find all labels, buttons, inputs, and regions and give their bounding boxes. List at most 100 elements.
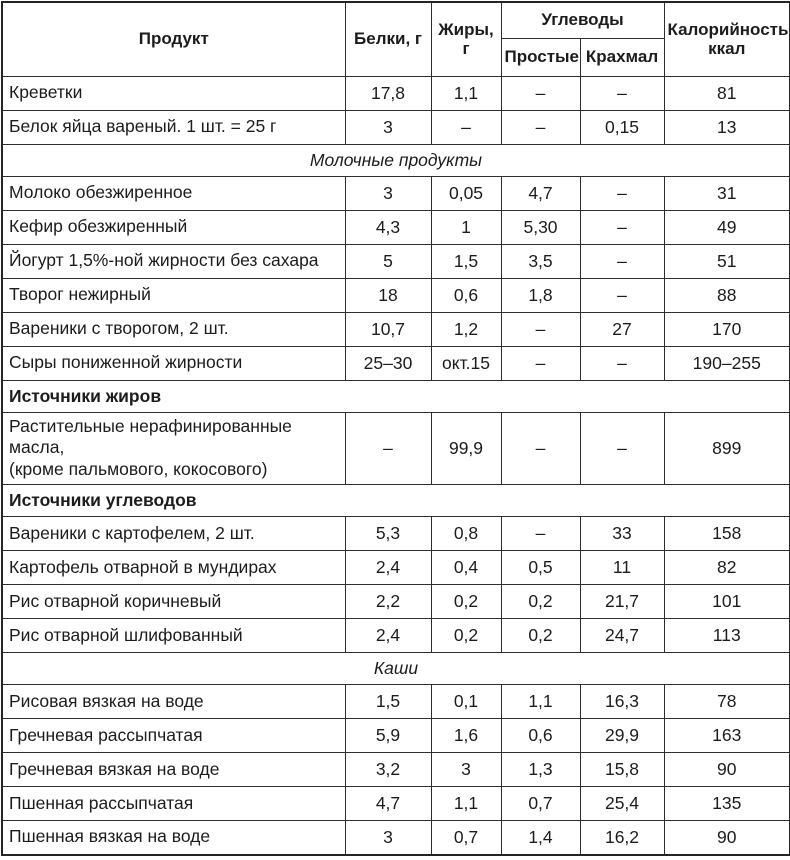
table-row: Молоко обезжиренное 3 0,05 4,7–31 <box>1 175 790 211</box>
value-cell: – <box>579 175 665 211</box>
value-cell: 2,4 <box>344 550 432 586</box>
value-cell: 135 <box>663 786 790 822</box>
product-cell: Рисовая вязкая на воде <box>1 684 346 720</box>
value-cell: 0,8 <box>430 516 502 552</box>
value-cell: 25,4 <box>579 786 665 822</box>
value-cell: 90 <box>663 820 790 856</box>
value-cell: – <box>500 411 581 486</box>
table-row: Гречневая вязкая на воде 3,2 3 1,3 15,8 90 <box>1 752 790 788</box>
value-cell: 3,5 <box>500 243 581 279</box>
table-row: Вареники с творогом, 2 шт. 10,7 1,2–27 170 <box>1 311 790 347</box>
product-cell: Йогурт 1,5%-ной жирности без сахара <box>1 243 346 279</box>
value-cell: 29,9 <box>579 718 665 754</box>
product-cell: Кефир обезжиренный <box>1 209 346 245</box>
value-cell: 0,6 <box>500 718 581 754</box>
value-cell: 899 <box>663 411 790 486</box>
section-label: Каши <box>1 652 790 686</box>
value-cell: 1,1 <box>430 75 502 111</box>
value-cell: 88 <box>663 277 790 313</box>
value-cell: 24,7 <box>579 618 665 654</box>
product-cell: Рис отварной коричневый <box>1 584 346 620</box>
product-cell: Пшенная вязкая на воде <box>1 820 346 856</box>
section-label: Источники углеводов <box>1 484 790 518</box>
product-cell: Вареники с творогом, 2 шт. <box>1 311 346 347</box>
table-row: Растительные нерафинированные масла, (кр… <box>1 411 790 486</box>
value-cell: 2,2 <box>344 584 432 620</box>
table-row: Креветки 17,8 1,1– –81 <box>1 75 790 111</box>
table-row: Пшенная вязкая на воде 3 0,7 1,4 16,2 90 <box>1 820 790 856</box>
product-cell: Рис отварной шлифованный <box>1 618 346 654</box>
value-cell: 16,2 <box>579 820 665 856</box>
value-cell: – <box>579 209 665 245</box>
header-row-sub: Простые Крахмал <box>2 37 790 77</box>
value-cell: 31 <box>663 175 790 211</box>
value-cell: 0,7 <box>500 786 581 822</box>
value-cell: 1,5 <box>344 684 432 720</box>
value-cell: 1,2 <box>430 311 502 347</box>
product-cell: Белок яйца вареный. 1 шт. = 25 г <box>1 109 346 145</box>
value-cell: 190–255 <box>663 345 790 381</box>
value-cell: 101 <box>663 584 790 620</box>
section-label: Источники жиров <box>1 379 790 413</box>
value-cell: 3 <box>344 109 432 145</box>
table-row: Рисовая вязкая на воде 1,5 0,1 1,1 16,3 78 <box>1 684 790 720</box>
value-cell: 0,2 <box>430 618 502 654</box>
value-cell: 0,15 <box>579 109 665 145</box>
value-cell: 4,3 <box>344 209 432 245</box>
value-cell: – <box>579 345 665 381</box>
value-cell: 0,1 <box>430 684 502 720</box>
value-cell: – <box>579 75 665 111</box>
value-cell: 3 <box>430 752 502 788</box>
table-header: Продукт Белки, г Жиры, г Углеводы Калори… <box>1 1 790 77</box>
value-cell: – <box>579 411 665 486</box>
value-cell: 113 <box>663 618 790 654</box>
product-cell: Вареники с картофелем, 2 шт. <box>1 516 346 552</box>
section-row: Источники углеводов <box>1 484 790 518</box>
product-cell: Растительные нерафинированные масла, (кр… <box>1 411 346 486</box>
table-row: Рис отварной шлифованный 2,4 0,2 0,2 24,7 113 <box>1 618 790 654</box>
value-cell: – <box>430 109 502 145</box>
value-cell: 3,2 <box>344 752 432 788</box>
value-cell: 4,7 <box>500 175 581 211</box>
value-cell: 99,9 <box>430 411 502 486</box>
value-cell: 0,2 <box>500 584 581 620</box>
value-cell: 18 <box>344 277 432 313</box>
value-cell: 49 <box>663 209 790 245</box>
product-cell: Молоко обезжиренное <box>1 175 346 211</box>
value-cell: – <box>500 345 581 381</box>
value-cell: 78 <box>663 684 790 720</box>
value-cell: 16,3 <box>579 684 665 720</box>
value-cell: окт.15 <box>430 345 502 381</box>
table-row: Рис отварной коричневый 2,2 0,2 0,2 21,7 101 <box>1 584 790 620</box>
value-cell: 5 <box>344 243 432 279</box>
value-cell: 17,8 <box>344 75 432 111</box>
section-label: Молочные продукты <box>1 143 790 177</box>
value-cell: 51 <box>663 243 790 279</box>
value-cell: 27 <box>579 311 665 347</box>
value-cell: – <box>500 75 581 111</box>
table-row: Вареники с картофелем, 2 шт. 5,3 0,8–33 158 <box>1 516 790 552</box>
value-cell: 0,4 <box>430 550 502 586</box>
value-cell: 5,3 <box>344 516 432 552</box>
value-cell: – <box>579 277 665 313</box>
header-carbs-starch: Крахмал <box>579 37 665 77</box>
value-cell: 82 <box>663 550 790 586</box>
value-cell: 5,30 <box>500 209 581 245</box>
value-cell: 170 <box>663 311 790 347</box>
table-row: Сыры пониженной жирности 25–30 окт.15– –190… <box>1 345 790 381</box>
value-cell: 1,6 <box>430 718 502 754</box>
value-cell: 1,4 <box>500 820 581 856</box>
value-cell: 33 <box>579 516 665 552</box>
header-row-top: Продукт Белки, г Жиры, г Углеводы Калори… <box>1 1 790 77</box>
value-cell: 1,1 <box>500 684 581 720</box>
value-cell: – <box>579 243 665 279</box>
section-row: Каши <box>1 652 790 686</box>
header-calories: Калорийность, ккал <box>663 1 790 77</box>
value-cell: 3 <box>344 175 432 211</box>
header-fat: Жиры, г <box>430 1 502 77</box>
value-cell: 1,8 <box>500 277 581 313</box>
header-carbs-group: Углеводы <box>500 1 665 39</box>
value-cell: 1,1 <box>430 786 502 822</box>
